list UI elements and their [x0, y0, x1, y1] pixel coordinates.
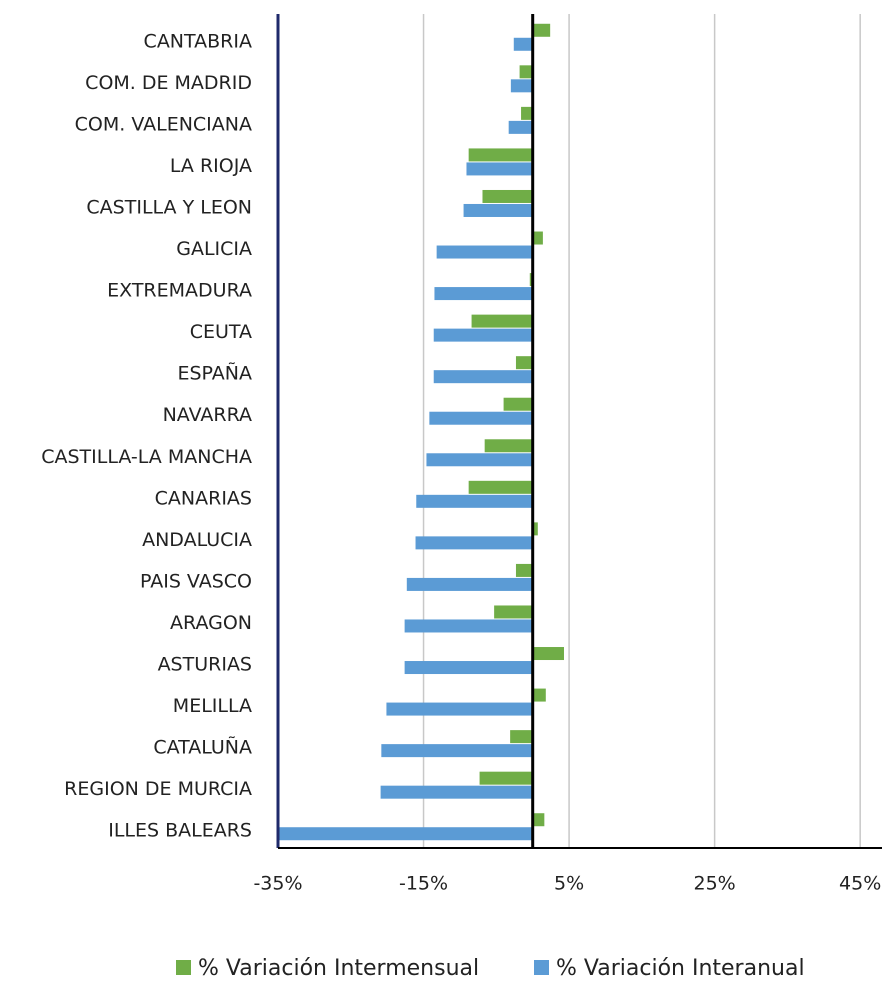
x-tick-label: -15% [399, 873, 448, 895]
bar [532, 522, 538, 536]
y-tick-label: PAIS VASCO [140, 570, 252, 592]
bar [426, 453, 533, 467]
bar [381, 744, 533, 758]
legend-label: % Variación Intermensual [198, 956, 479, 981]
bar [279, 827, 533, 841]
bar [463, 203, 533, 217]
bar [515, 356, 533, 370]
bar [468, 148, 533, 162]
y-tick-label: GALICIA [176, 238, 252, 260]
bar [380, 785, 533, 799]
bar [482, 189, 533, 203]
y-tick-label: NAVARRA [163, 404, 252, 426]
bar [532, 688, 546, 702]
y-tick-label: CATALUÑA [153, 736, 252, 759]
y-tick-label: ASTURIAS [158, 654, 252, 676]
bar [436, 245, 533, 259]
bar [466, 162, 533, 176]
x-tick-label: 45% [839, 873, 881, 895]
bar [532, 23, 551, 37]
bar [519, 65, 533, 79]
y-tick-label: REGION DE MURCIA [64, 778, 252, 800]
y-tick-label: EXTREMADURA [107, 280, 252, 302]
bar [532, 231, 543, 245]
y-tick-label: LA RIOJA [170, 155, 252, 177]
bar [503, 397, 533, 411]
y-tick-label: CANARIAS [155, 487, 252, 509]
legend-swatch [534, 960, 549, 975]
bar [521, 106, 533, 120]
y-tick-label: CANTABRIA [144, 30, 252, 52]
bar [429, 411, 533, 425]
bar [494, 605, 533, 619]
bar [532, 647, 564, 661]
y-tick-label: COM. VALENCIANA [75, 113, 252, 135]
bar [404, 661, 533, 675]
y-tick-label: ANDALUCIA [142, 529, 252, 551]
y-tick-label: ESPAÑA [177, 362, 252, 385]
bar [515, 563, 533, 577]
x-tick-label: 5% [554, 873, 584, 895]
bar [434, 287, 533, 301]
bar [508, 120, 533, 134]
y-tick-label: ILLES BALEARS [108, 820, 252, 842]
y-tick-label: CEUTA [190, 321, 252, 343]
bar [433, 328, 533, 342]
y-tick-label: CASTILLA Y LEON [86, 196, 252, 218]
legend-swatch [176, 960, 191, 975]
bar [484, 439, 533, 453]
bar [510, 730, 533, 744]
y-tick-label: ARAGON [170, 612, 252, 634]
legend-label: % Variación Interanual [556, 956, 805, 981]
bar [404, 619, 533, 633]
bar [386, 702, 533, 716]
bar [513, 37, 533, 51]
bar [479, 771, 533, 785]
bar [532, 813, 545, 827]
x-tick-label: 25% [694, 873, 736, 895]
bar [510, 79, 533, 93]
bar [416, 494, 533, 508]
bar [471, 314, 533, 328]
bar [415, 536, 533, 550]
bar [468, 480, 533, 494]
bar [406, 577, 533, 591]
y-tick-label: CASTILLA-LA MANCHA [41, 446, 252, 468]
y-tick-label: MELILLA [173, 695, 252, 717]
bar [433, 370, 533, 384]
x-tick-label: -35% [253, 873, 302, 895]
y-tick-label: COM. DE MADRID [85, 72, 252, 94]
